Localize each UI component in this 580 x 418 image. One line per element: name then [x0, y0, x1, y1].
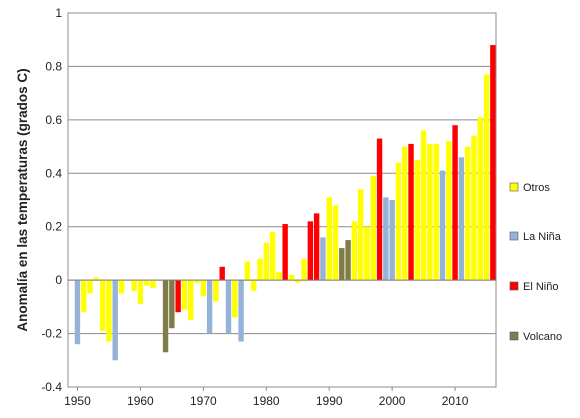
y-axis-title: Anomalía en las temperaturas (grados C) [15, 68, 30, 331]
legend-swatch-volcano [509, 331, 519, 341]
y-tick-label: -0.2 [41, 327, 62, 341]
x-tick-label: 1990 [316, 394, 343, 408]
axes: -0.4 -0.2 0 0.2 0.4 0.6 0.8 1 1950 1960 1970 1980 19… [15, 6, 497, 408]
legend-label-otros: Otros [523, 182, 550, 194]
bar-1975 [232, 280, 238, 318]
bar-1987 [307, 221, 314, 281]
bar-1953 [93, 277, 100, 281]
bar-1950 [74, 280, 81, 345]
bar-2011 [458, 157, 465, 281]
bar-1996 [364, 226, 370, 281]
bar-1979 [257, 258, 263, 281]
bar-1960 [137, 280, 144, 305]
bar-2002 [402, 146, 408, 281]
bar-2009 [446, 141, 452, 281]
legend-swatch-nino [509, 281, 519, 291]
bar-2007 [433, 143, 439, 281]
bar-1977 [244, 261, 251, 281]
bar-1995 [357, 189, 364, 281]
bar-1981 [269, 232, 276, 281]
bar-1952 [87, 280, 93, 294]
bar-1956 [112, 280, 118, 361]
x-tick-label: 2010 [442, 394, 469, 408]
bar-1997 [370, 175, 376, 281]
bar-1951 [81, 280, 87, 313]
y-tick-label: 0 [55, 273, 62, 287]
y-tick-label: 0.2 [45, 220, 62, 234]
bar-1991 [332, 205, 339, 281]
legend-label-volcano: Volcano [523, 331, 562, 343]
x-tick-label: 1950 [64, 394, 91, 408]
bar-2006 [427, 143, 433, 281]
bar-1968 [188, 280, 194, 321]
bar-1957 [118, 280, 125, 294]
legend-swatch-otros [509, 182, 519, 192]
bar-1990 [326, 197, 332, 281]
bar-1955 [106, 280, 112, 342]
bar-1976 [238, 280, 244, 342]
bar-2004 [414, 159, 421, 281]
x-tick-label: 1960 [127, 394, 154, 408]
legend-label-nino: El Niño [523, 281, 558, 293]
bar-1970 [200, 280, 207, 297]
bar-1986 [301, 258, 307, 281]
bar-1993 [345, 240, 351, 281]
bar-1967 [181, 280, 188, 310]
bar-2014 [477, 117, 483, 281]
bar-1959 [131, 280, 137, 291]
bar-2010 [452, 125, 458, 281]
bar-2000 [389, 200, 395, 281]
bar-2005 [420, 130, 427, 281]
bar-2008 [439, 170, 446, 281]
bar-2015 [483, 74, 490, 281]
bar-1984 [288, 274, 295, 281]
bar-1983 [282, 224, 288, 281]
bar-1999 [383, 197, 389, 281]
y-tick-label: 0.4 [45, 166, 62, 180]
bar-1982 [276, 272, 282, 281]
bar-1994 [351, 221, 358, 281]
bar-1989 [320, 237, 326, 281]
bar-1985 [295, 280, 301, 283]
bar-1992 [339, 248, 345, 281]
bar-1966 [175, 280, 181, 313]
bar-2003 [408, 143, 414, 281]
bar-2001 [395, 162, 402, 281]
bar-2013 [471, 135, 477, 281]
bar-1974 [225, 280, 232, 334]
legend: Otros La Niña El Niño Volcano [509, 182, 562, 343]
bar-1954 [99, 280, 106, 331]
bar-1962 [150, 280, 156, 289]
y-tick-label: 1 [55, 6, 62, 20]
y-tick-label: -0.4 [41, 380, 62, 394]
bar-1971 [206, 280, 213, 334]
y-tick-label: 0.6 [45, 113, 62, 127]
legend-swatch-nina [509, 231, 519, 241]
bar-1978 [250, 280, 257, 291]
x-tick-label: 1970 [190, 394, 217, 408]
bar-1964 [162, 280, 169, 353]
bar-1961 [143, 280, 150, 286]
y-tick-label: 0.8 [45, 59, 62, 73]
x-tick-label: 1980 [253, 394, 280, 408]
bar-1988 [313, 213, 320, 281]
bar-1980 [263, 242, 269, 281]
bar-1969 [194, 280, 200, 283]
bar-1973 [219, 266, 225, 281]
bar-1965 [169, 280, 175, 329]
legend-label-nina: La Niña [523, 231, 562, 243]
bar-2016 [490, 45, 496, 281]
bars [74, 45, 496, 361]
bar-1972 [213, 280, 219, 302]
bar-2012 [464, 146, 471, 281]
bar-1998 [376, 138, 383, 281]
plot-frame [67, 12, 497, 388]
x-tick-label: 2000 [379, 394, 406, 408]
